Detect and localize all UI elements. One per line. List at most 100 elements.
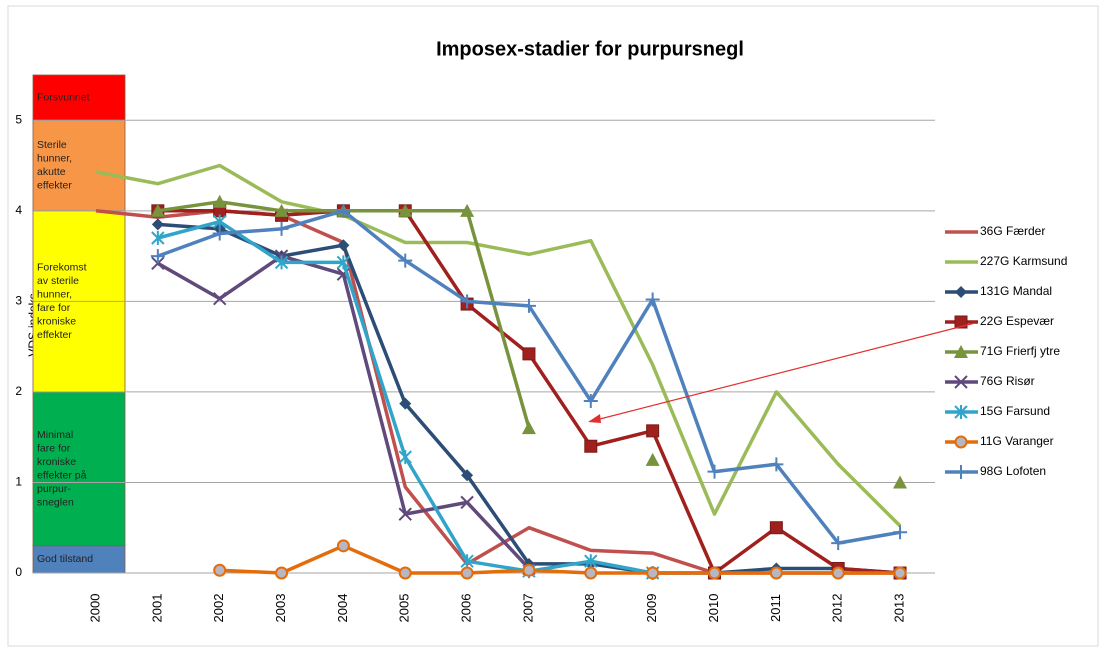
legend-label: 22G Espevær <box>980 314 1054 328</box>
legend-marker <box>954 315 968 329</box>
zone-label: av sterile <box>37 275 79 287</box>
marker <box>584 439 598 453</box>
marker <box>646 566 660 580</box>
chart-frame <box>7 5 1099 647</box>
marker <box>274 255 289 270</box>
x-tick-label: 2005 <box>397 594 412 623</box>
annotation-arrow <box>595 322 976 421</box>
legend-marker <box>954 435 968 449</box>
marker <box>212 291 227 306</box>
legend-label: 76G Risør <box>980 374 1035 388</box>
marker <box>212 194 227 208</box>
marker <box>831 536 846 551</box>
marker <box>151 256 165 271</box>
series-line <box>219 544 901 575</box>
zone-label: hunner, <box>37 153 72 165</box>
x-tick-label: 2008 <box>582 594 597 623</box>
x-tick-label: 2003 <box>273 594 288 623</box>
x-tick-label: 2004 <box>335 594 350 623</box>
marker <box>583 393 598 408</box>
marker <box>831 566 845 580</box>
zone-label: sneglen <box>37 496 74 508</box>
marker <box>274 203 289 217</box>
legend-label: 15G Farsund <box>980 404 1050 418</box>
marker <box>398 566 412 580</box>
marker <box>521 298 536 313</box>
marker <box>893 525 908 540</box>
zone-label: kroniske <box>37 456 76 468</box>
x-tick-label: 2002 <box>211 594 226 623</box>
arrow-head <box>588 414 601 423</box>
y-tick-label: 4 <box>15 203 22 217</box>
marker <box>398 507 412 521</box>
marker <box>521 421 536 435</box>
marker <box>460 294 475 309</box>
zone-label: purpur- <box>37 483 71 495</box>
x-tick-label: 2011 <box>768 594 783 622</box>
marker <box>461 469 474 482</box>
marker <box>337 239 350 252</box>
marker <box>213 563 227 577</box>
marker <box>707 464 722 479</box>
zone-label: hunner, <box>37 288 72 300</box>
legend-marker <box>954 345 968 358</box>
marker <box>769 566 783 580</box>
x-tick-label: 2006 <box>459 594 474 623</box>
marker <box>769 521 783 535</box>
x-tick-label: 2013 <box>891 594 906 623</box>
marker <box>460 566 474 580</box>
zone-label: effekter på <box>37 469 87 481</box>
legend-marker <box>954 465 968 479</box>
marker <box>584 554 598 569</box>
zone-band <box>32 74 126 121</box>
marker <box>460 203 475 217</box>
y-tick-label: 5 <box>15 112 22 126</box>
marker <box>275 566 289 580</box>
legend-label: 11G Varanger <box>980 434 1054 448</box>
zone-label: Forsvunnet <box>37 91 90 103</box>
y-tick-label: 1 <box>15 475 22 489</box>
x-tick-label: 2009 <box>644 594 659 623</box>
legend-marker <box>955 286 967 298</box>
marker <box>399 397 412 410</box>
zone-band <box>32 391 126 547</box>
x-tick-label: 2001 <box>149 594 164 623</box>
marker <box>398 450 412 465</box>
marker <box>460 554 474 569</box>
zone-label: Minimal <box>37 429 73 441</box>
x-tick-label: 2012 <box>830 594 845 623</box>
series-line <box>95 163 902 528</box>
x-tick-label: 2007 <box>520 594 535 623</box>
zone-band <box>32 545 126 574</box>
x-tick-label: 2010 <box>706 594 721 623</box>
legend-label: 98G Lofoten <box>980 464 1046 478</box>
marker <box>893 475 908 489</box>
marker <box>522 347 536 361</box>
zone-label: Forekomst <box>37 261 87 273</box>
y-tick-label: 2 <box>15 384 22 398</box>
legend-marker <box>954 375 968 389</box>
legend-marker <box>954 405 968 419</box>
marker <box>398 253 413 268</box>
legend-label: 227G Karmsund <box>980 254 1067 268</box>
zone-label: God tilstand <box>37 553 93 565</box>
marker <box>150 249 165 264</box>
y-tick-label: 0 <box>15 565 22 579</box>
marker <box>522 563 536 577</box>
zone-label: effekter <box>37 180 72 192</box>
zone-label: Sterile <box>37 139 67 151</box>
marker <box>708 566 721 580</box>
marker <box>645 452 660 466</box>
marker <box>336 255 351 270</box>
marker <box>151 218 164 231</box>
marker <box>151 230 165 245</box>
y-tick-label: 3 <box>15 294 22 308</box>
zone-label: kroniske <box>37 315 76 327</box>
legend-label: 36G Færder <box>980 224 1045 238</box>
chart-title: Imposex-stadier for purpursnegl <box>436 38 744 60</box>
marker <box>584 566 598 580</box>
zone-label: effekter <box>37 329 72 341</box>
marker <box>212 214 227 229</box>
legend-label: 71G Frierfj ytre <box>980 344 1060 358</box>
